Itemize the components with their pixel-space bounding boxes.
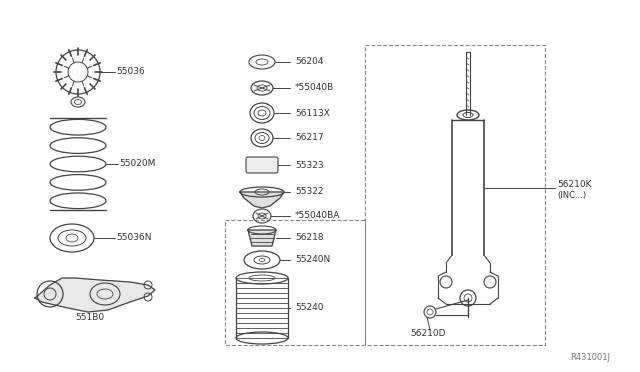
Text: (INC...): (INC...)	[557, 191, 586, 200]
Text: 55036: 55036	[116, 67, 145, 77]
Text: 56210K: 56210K	[557, 180, 591, 189]
Text: *55040B: *55040B	[295, 83, 334, 93]
Text: 55020M: 55020M	[119, 160, 156, 169]
Text: 55323: 55323	[295, 160, 324, 170]
FancyBboxPatch shape	[246, 157, 278, 173]
Text: 55036N: 55036N	[116, 234, 152, 243]
Text: 551B0: 551B0	[75, 314, 104, 323]
Text: 56217: 56217	[295, 134, 324, 142]
Text: 55322: 55322	[295, 187, 323, 196]
Text: 56210D: 56210D	[410, 328, 445, 337]
Text: 56113X: 56113X	[295, 109, 330, 118]
Text: R431001J: R431001J	[570, 353, 610, 362]
Text: 55240: 55240	[295, 304, 323, 312]
Polygon shape	[35, 278, 155, 312]
Text: *55040BA: *55040BA	[295, 212, 340, 221]
Text: 56218: 56218	[295, 234, 324, 243]
Text: 55240N: 55240N	[295, 256, 330, 264]
Polygon shape	[240, 192, 284, 208]
Text: 56204: 56204	[295, 58, 323, 67]
Polygon shape	[248, 230, 276, 246]
